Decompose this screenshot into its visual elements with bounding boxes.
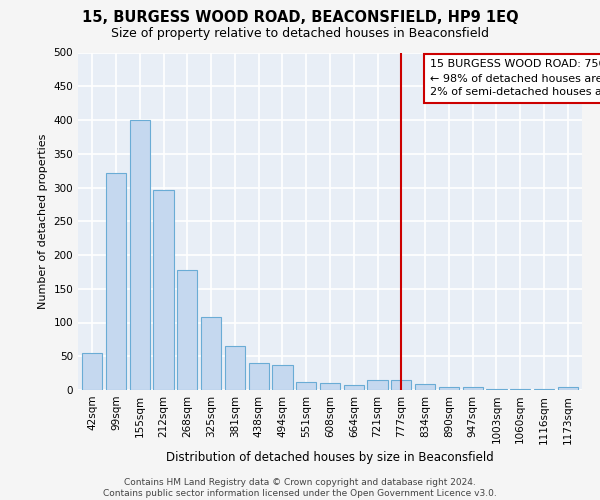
- Bar: [463, 388, 483, 390]
- Text: Size of property relative to detached houses in Beaconsfield: Size of property relative to detached ho…: [111, 28, 489, 40]
- Bar: [415, 384, 435, 390]
- Bar: [439, 386, 459, 390]
- Text: 15 BURGESS WOOD ROAD: 756sqm
← 98% of detached houses are smaller (1,525)
2% of : 15 BURGESS WOOD ROAD: 756sqm ← 98% of de…: [430, 59, 600, 97]
- Bar: [201, 317, 221, 390]
- Bar: [510, 388, 530, 390]
- Bar: [320, 383, 340, 390]
- Bar: [248, 363, 269, 390]
- X-axis label: Distribution of detached houses by size in Beaconsfield: Distribution of detached houses by size …: [166, 450, 494, 464]
- Bar: [154, 190, 173, 390]
- Y-axis label: Number of detached properties: Number of detached properties: [38, 134, 48, 309]
- Bar: [82, 353, 103, 390]
- Bar: [272, 365, 293, 390]
- Bar: [557, 386, 578, 390]
- Bar: [367, 380, 388, 390]
- Bar: [130, 120, 150, 390]
- Bar: [344, 384, 364, 390]
- Text: Contains HM Land Registry data © Crown copyright and database right 2024.
Contai: Contains HM Land Registry data © Crown c…: [103, 478, 497, 498]
- Bar: [106, 172, 126, 390]
- Text: 15, BURGESS WOOD ROAD, BEACONSFIELD, HP9 1EQ: 15, BURGESS WOOD ROAD, BEACONSFIELD, HP9…: [82, 10, 518, 25]
- Bar: [177, 270, 197, 390]
- Bar: [225, 346, 245, 390]
- Bar: [487, 388, 506, 390]
- Bar: [296, 382, 316, 390]
- Bar: [391, 380, 412, 390]
